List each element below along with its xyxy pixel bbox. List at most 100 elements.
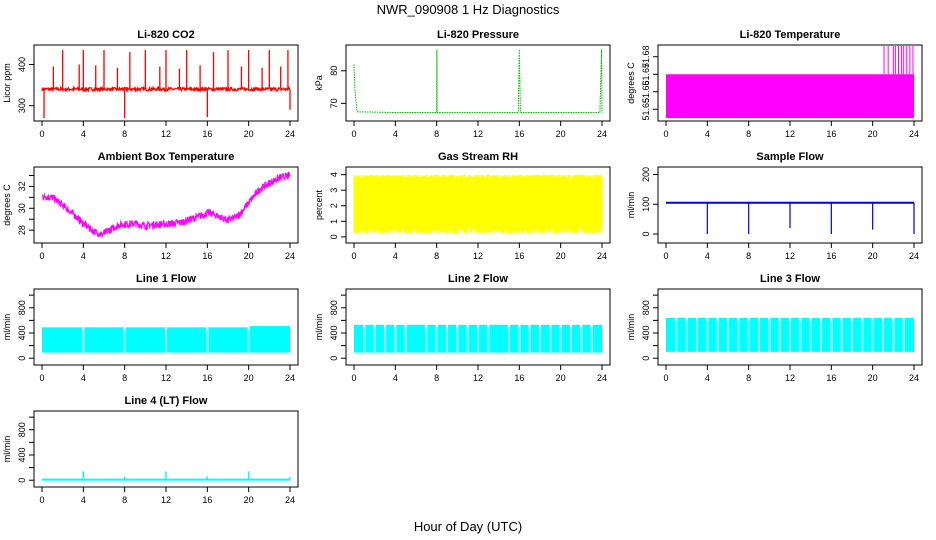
panel-sample-flow: Sample Flow ml/min 0 4 8 12 16 20 24 0 100 200 <box>626 151 923 261</box>
flow-band-segment <box>708 317 717 352</box>
x-axis-label: Hour of Day (UTC) <box>414 519 522 534</box>
panel-li-820-temperature: Li-820 Temperature degrees C 0 4 8 12 16 20 24 51… <box>626 29 923 139</box>
flow-band-segment <box>739 317 748 352</box>
flow-band-segment <box>718 317 727 352</box>
x-tick-label: 4 <box>393 251 398 261</box>
panel-li-820-pressure: Li-820 Pressure kPa 0 4 8 12 16 20 24 70 80 <box>314 29 611 139</box>
y-tick-label: 0 <box>17 478 27 483</box>
y-tick-label: 1 <box>329 219 339 224</box>
flow-band-segment <box>365 324 374 353</box>
x-tick-label: 4 <box>81 129 86 139</box>
panel-title: Line 3 Flow <box>760 273 820 285</box>
y-tick-label: 400 <box>17 57 27 72</box>
x-tick-label: 12 <box>473 129 483 139</box>
x-tick-label: 16 <box>514 251 524 261</box>
plot-frame <box>345 288 611 366</box>
x-tick-label: 20 <box>244 251 254 261</box>
x-tick-label: 12 <box>473 251 483 261</box>
data-marks <box>353 49 603 114</box>
x-tick-label: 12 <box>161 129 171 139</box>
y-axis-label: ml/min <box>2 436 12 463</box>
x-tick-label: 20 <box>244 373 254 383</box>
y-tick-label: 80 <box>329 66 339 76</box>
y-tick-label: 51.67 <box>641 63 651 86</box>
x-tick-label: 16 <box>202 495 212 505</box>
flow-band-segment <box>842 317 851 352</box>
x-tick-label: 0 <box>351 251 356 261</box>
flow-band-segment <box>530 324 539 353</box>
y-tick-label: 800 <box>17 300 27 315</box>
y-tick-label: 30 <box>17 203 27 213</box>
y-tick-label: 200 <box>641 167 651 182</box>
y-tick-label: 0 <box>641 356 651 361</box>
data-marks <box>353 174 603 234</box>
x-tick-label: 24 <box>597 129 607 139</box>
x-tick-label: 8 <box>122 129 127 139</box>
flow-band-segment <box>354 324 364 353</box>
flow-band-segment <box>437 324 446 353</box>
x-tick-label: 12 <box>785 129 795 139</box>
plot-frame <box>345 44 611 122</box>
x-tick-label: 0 <box>663 129 668 139</box>
x-tick-label: 4 <box>393 373 398 383</box>
flow-band-segment <box>687 317 696 352</box>
flow-band-segment <box>760 317 769 352</box>
x-tick-label: 12 <box>161 251 171 261</box>
y-axis-label: ml/min <box>2 314 12 341</box>
flow-band-segment <box>479 324 488 353</box>
x-tick-label: 4 <box>81 495 86 505</box>
panel-title: Line 2 Flow <box>448 273 508 285</box>
flow-band-segment <box>167 327 207 353</box>
panel-title: Sample Flow <box>756 151 824 163</box>
x-tick-label: 20 <box>556 251 566 261</box>
panel-title: Li-820 Temperature <box>740 29 841 41</box>
flow-band-segment <box>125 327 165 353</box>
y-tick-label: 0 <box>329 234 339 239</box>
x-tick-label: 0 <box>663 373 668 383</box>
y-tick-label: 51.65 <box>641 98 651 121</box>
y-tick-label: 4 <box>329 172 339 177</box>
y-tick-label: 400 <box>17 447 27 462</box>
x-tick-label: 24 <box>597 251 607 261</box>
flow-band-segment <box>84 327 124 353</box>
x-tick-label: 24 <box>909 251 919 261</box>
y-tick-label: 400 <box>329 325 339 340</box>
flow-band-segment <box>551 324 560 353</box>
x-tick-label: 12 <box>473 373 483 383</box>
flow-band-segment <box>448 324 457 353</box>
data-marks <box>41 171 291 238</box>
x-tick-label: 12 <box>161 495 171 505</box>
data-marks <box>666 46 914 118</box>
flow-band-segment <box>489 324 508 353</box>
x-tick-label: 8 <box>746 251 751 261</box>
panel-title: Line 4 (LT) Flow <box>125 395 208 407</box>
x-tick-label: 0 <box>39 495 44 505</box>
flow-band-segment <box>592 324 602 353</box>
y-tick-label: 51.68 <box>641 45 651 68</box>
x-tick-label: 12 <box>161 373 171 383</box>
x-tick-label: 24 <box>285 495 295 505</box>
y-tick-label: 28 <box>17 225 27 235</box>
flow-band-segment <box>666 317 676 352</box>
y-axis-label: degrees C <box>626 62 636 104</box>
x-tick-label: 20 <box>244 129 254 139</box>
x-tick-label: 0 <box>39 129 44 139</box>
flow-band-segment <box>541 324 550 353</box>
x-tick-label: 16 <box>514 373 524 383</box>
x-tick-label: 4 <box>705 373 710 383</box>
x-tick-label: 24 <box>909 129 919 139</box>
flow-band-segment <box>822 317 831 352</box>
x-tick-label: 4 <box>705 251 710 261</box>
flow-band-segment <box>520 324 529 353</box>
x-tick-label: 20 <box>244 495 254 505</box>
flow-band-segment <box>406 324 426 353</box>
x-tick-label: 24 <box>285 373 295 383</box>
y-tick-label: 0 <box>641 232 651 237</box>
flow-band-segment <box>853 317 862 352</box>
data-marks <box>354 324 602 353</box>
flow-band-segment <box>458 324 467 353</box>
flow-band-segment <box>791 317 800 352</box>
x-tick-label: 24 <box>909 373 919 383</box>
y-tick-label: 0 <box>329 356 339 361</box>
